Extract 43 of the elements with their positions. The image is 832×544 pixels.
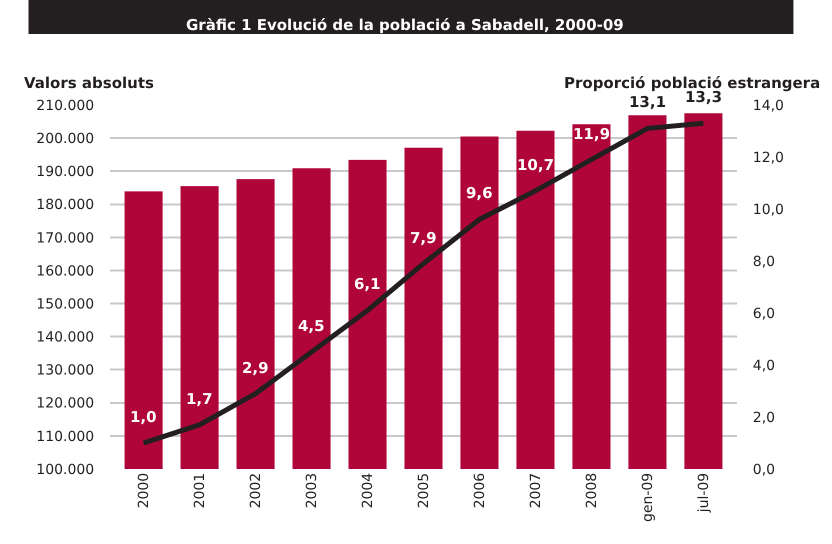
data-label: 1,0 <box>130 408 157 426</box>
x-tick-label: 2006 <box>472 472 488 508</box>
data-label: 13,1 <box>629 93 666 111</box>
data-label: 9,6 <box>466 184 493 202</box>
y2-tick-label: 0,0 <box>752 462 776 478</box>
y2-tick-label: 8,0 <box>752 254 776 270</box>
data-label: 4,5 <box>298 317 325 335</box>
y2-tick-label: 14,0 <box>752 98 784 114</box>
y-tick-label: 190.000 <box>36 164 94 180</box>
chart-title: Gràfic 1 Evolució de la població a Sabadell, 2000-09 <box>186 16 624 34</box>
data-label: 7,9 <box>410 229 437 247</box>
x-tick-label: jul-09 <box>696 472 712 514</box>
y2-tick-label: 10,0 <box>752 202 784 218</box>
y2-tick-label: 2,0 <box>752 410 776 426</box>
x-tick-label: 2007 <box>528 472 544 508</box>
y-axis-title: Valors absoluts <box>24 74 154 92</box>
y-tick-label: 110.000 <box>36 428 94 445</box>
y-tick-label: 200.000 <box>36 130 94 147</box>
x-tick-label: 2000 <box>136 472 152 508</box>
data-label: 6,1 <box>354 275 381 293</box>
x-tick-label: 2001 <box>192 472 208 508</box>
data-label: 10,7 <box>517 156 554 174</box>
y-tick-label: 160.000 <box>36 263 94 280</box>
y-tick-label: 210.000 <box>36 98 94 114</box>
x-tick-label: gen-09 <box>640 472 656 522</box>
y-tick-label: 100.000 <box>36 462 94 478</box>
x-tick-label: 2003 <box>304 472 320 508</box>
x-tick-label: 2008 <box>584 472 600 508</box>
y2-tick-label: 12,0 <box>752 150 784 166</box>
y-tick-label: 150.000 <box>36 296 94 312</box>
y2-tick-label: 6,0 <box>752 306 776 322</box>
data-label: 11,9 <box>573 125 610 143</box>
data-label: 1,7 <box>186 390 213 408</box>
x-tick-label: 2005 <box>416 472 432 508</box>
y-tick-label: 140.000 <box>36 330 94 346</box>
y-tick-label: 120.000 <box>36 396 94 412</box>
y-tick-label: 180.000 <box>36 197 94 214</box>
y2-tick-label: 4,0 <box>752 358 776 374</box>
y-tick-label: 130.000 <box>36 362 94 379</box>
y-tick-label: 170.000 <box>36 230 94 246</box>
data-label: 2,9 <box>242 359 269 377</box>
x-tick-label: 2004 <box>360 472 376 508</box>
x-tick-label: 2002 <box>248 472 264 508</box>
